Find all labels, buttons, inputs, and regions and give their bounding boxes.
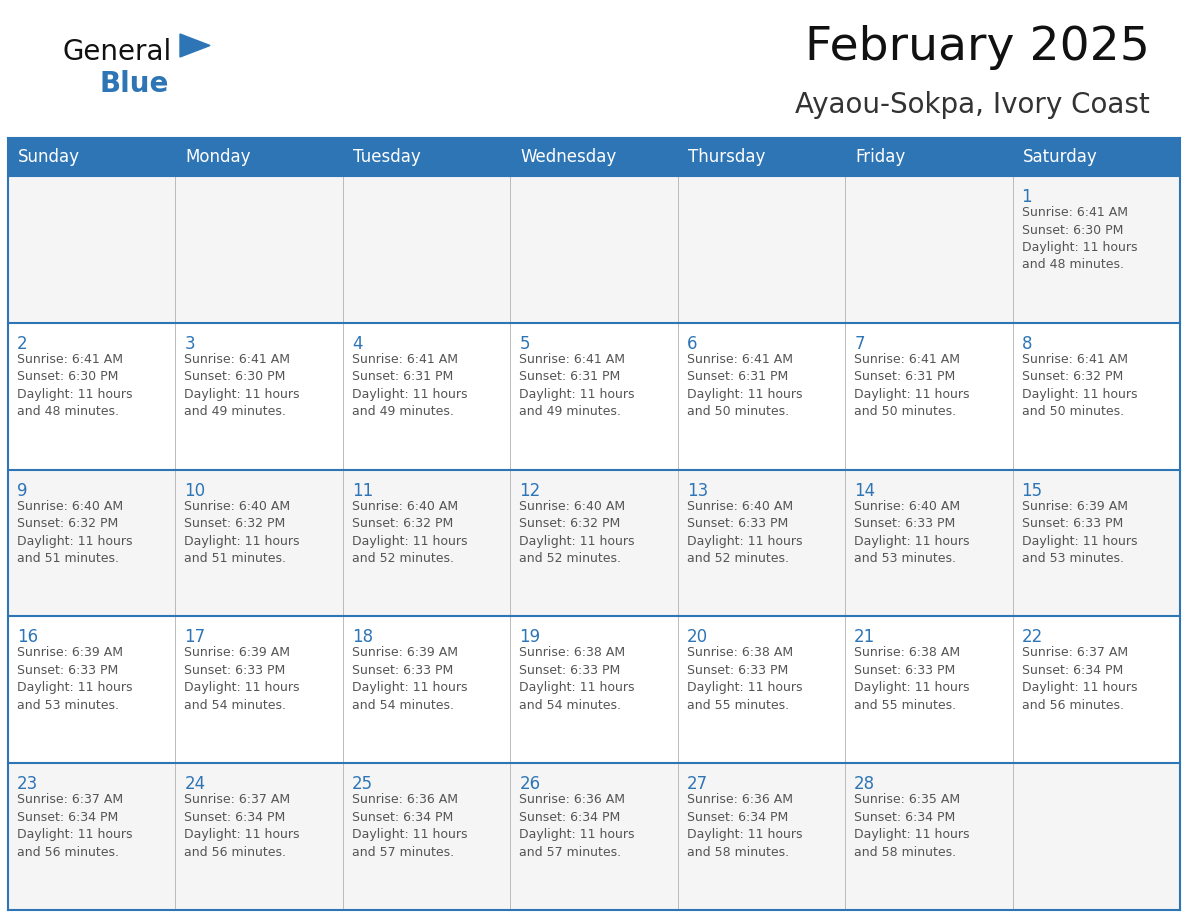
Text: 7: 7 (854, 335, 865, 353)
Text: Sunrise: 6:41 AM
Sunset: 6:31 PM
Daylight: 11 hours
and 49 minutes.: Sunrise: 6:41 AM Sunset: 6:31 PM Dayligh… (352, 353, 467, 419)
Bar (8, 176, 1180, 323)
Text: 28: 28 (854, 775, 876, 793)
Text: Sunrise: 6:38 AM
Sunset: 6:33 PM
Daylight: 11 hours
and 55 minutes.: Sunrise: 6:38 AM Sunset: 6:33 PM Dayligh… (687, 646, 802, 711)
Text: Sunrise: 6:36 AM
Sunset: 6:34 PM
Daylight: 11 hours
and 57 minutes.: Sunrise: 6:36 AM Sunset: 6:34 PM Dayligh… (352, 793, 467, 858)
Text: 19: 19 (519, 629, 541, 646)
Text: 25: 25 (352, 775, 373, 793)
Text: 6: 6 (687, 335, 697, 353)
Text: 21: 21 (854, 629, 876, 646)
Text: 10: 10 (184, 482, 206, 499)
Text: 3: 3 (184, 335, 195, 353)
Text: Sunrise: 6:37 AM
Sunset: 6:34 PM
Daylight: 11 hours
and 56 minutes.: Sunrise: 6:37 AM Sunset: 6:34 PM Dayligh… (184, 793, 299, 858)
Text: 20: 20 (687, 629, 708, 646)
Text: 16: 16 (17, 629, 38, 646)
Text: Sunrise: 6:41 AM
Sunset: 6:31 PM
Daylight: 11 hours
and 50 minutes.: Sunrise: 6:41 AM Sunset: 6:31 PM Dayligh… (854, 353, 969, 419)
Text: Monday: Monday (185, 148, 251, 166)
Text: Sunrise: 6:40 AM
Sunset: 6:32 PM
Daylight: 11 hours
and 51 minutes.: Sunrise: 6:40 AM Sunset: 6:32 PM Dayligh… (17, 499, 133, 565)
Text: 26: 26 (519, 775, 541, 793)
Text: 8: 8 (1022, 335, 1032, 353)
Text: Sunrise: 6:39 AM
Sunset: 6:33 PM
Daylight: 11 hours
and 53 minutes.: Sunrise: 6:39 AM Sunset: 6:33 PM Dayligh… (17, 646, 133, 711)
Text: 12: 12 (519, 482, 541, 499)
Text: 14: 14 (854, 482, 876, 499)
Text: 23: 23 (17, 775, 38, 793)
Text: 9: 9 (17, 482, 27, 499)
Text: Sunrise: 6:37 AM
Sunset: 6:34 PM
Daylight: 11 hours
and 56 minutes.: Sunrise: 6:37 AM Sunset: 6:34 PM Dayligh… (1022, 646, 1137, 711)
Text: 18: 18 (352, 629, 373, 646)
Text: Sunrise: 6:39 AM
Sunset: 6:33 PM
Daylight: 11 hours
and 53 minutes.: Sunrise: 6:39 AM Sunset: 6:33 PM Dayligh… (1022, 499, 1137, 565)
Text: 4: 4 (352, 335, 362, 353)
Bar (8, 138, 1180, 176)
Text: Sunrise: 6:41 AM
Sunset: 6:31 PM
Daylight: 11 hours
and 50 minutes.: Sunrise: 6:41 AM Sunset: 6:31 PM Dayligh… (687, 353, 802, 419)
Text: Sunrise: 6:36 AM
Sunset: 6:34 PM
Daylight: 11 hours
and 57 minutes.: Sunrise: 6:36 AM Sunset: 6:34 PM Dayligh… (519, 793, 634, 858)
Bar (8, 470, 1180, 616)
Text: Sunrise: 6:39 AM
Sunset: 6:33 PM
Daylight: 11 hours
and 54 minutes.: Sunrise: 6:39 AM Sunset: 6:33 PM Dayligh… (184, 646, 299, 711)
Text: Sunrise: 6:35 AM
Sunset: 6:34 PM
Daylight: 11 hours
and 58 minutes.: Sunrise: 6:35 AM Sunset: 6:34 PM Dayligh… (854, 793, 969, 858)
Text: 27: 27 (687, 775, 708, 793)
Text: 1: 1 (1022, 188, 1032, 206)
Text: Blue: Blue (100, 70, 170, 98)
Text: 5: 5 (519, 335, 530, 353)
Text: Sunrise: 6:41 AM
Sunset: 6:30 PM
Daylight: 11 hours
and 48 minutes.: Sunrise: 6:41 AM Sunset: 6:30 PM Dayligh… (17, 353, 133, 419)
Text: Sunrise: 6:41 AM
Sunset: 6:32 PM
Daylight: 11 hours
and 50 minutes.: Sunrise: 6:41 AM Sunset: 6:32 PM Dayligh… (1022, 353, 1137, 419)
Text: Sunrise: 6:41 AM
Sunset: 6:30 PM
Daylight: 11 hours
and 48 minutes.: Sunrise: 6:41 AM Sunset: 6:30 PM Dayligh… (1022, 206, 1137, 272)
Text: Sunrise: 6:40 AM
Sunset: 6:33 PM
Daylight: 11 hours
and 52 minutes.: Sunrise: 6:40 AM Sunset: 6:33 PM Dayligh… (687, 499, 802, 565)
Text: Sunrise: 6:36 AM
Sunset: 6:34 PM
Daylight: 11 hours
and 58 minutes.: Sunrise: 6:36 AM Sunset: 6:34 PM Dayligh… (687, 793, 802, 858)
Text: Wednesday: Wednesday (520, 148, 617, 166)
Text: 13: 13 (687, 482, 708, 499)
Text: 24: 24 (184, 775, 206, 793)
Text: Sunrise: 6:37 AM
Sunset: 6:34 PM
Daylight: 11 hours
and 56 minutes.: Sunrise: 6:37 AM Sunset: 6:34 PM Dayligh… (17, 793, 133, 858)
Text: 2: 2 (17, 335, 27, 353)
Text: Tuesday: Tuesday (353, 148, 421, 166)
Text: Sunrise: 6:40 AM
Sunset: 6:32 PM
Daylight: 11 hours
and 52 minutes.: Sunrise: 6:40 AM Sunset: 6:32 PM Dayligh… (519, 499, 634, 565)
Bar (8, 616, 1180, 763)
Text: Friday: Friday (855, 148, 905, 166)
Polygon shape (181, 34, 210, 57)
Text: Sunrise: 6:40 AM
Sunset: 6:32 PM
Daylight: 11 hours
and 52 minutes.: Sunrise: 6:40 AM Sunset: 6:32 PM Dayligh… (352, 499, 467, 565)
Text: 22: 22 (1022, 629, 1043, 646)
Text: Sunday: Sunday (18, 148, 80, 166)
Text: Sunrise: 6:41 AM
Sunset: 6:31 PM
Daylight: 11 hours
and 49 minutes.: Sunrise: 6:41 AM Sunset: 6:31 PM Dayligh… (519, 353, 634, 419)
Text: Saturday: Saturday (1023, 148, 1098, 166)
Text: Sunrise: 6:39 AM
Sunset: 6:33 PM
Daylight: 11 hours
and 54 minutes.: Sunrise: 6:39 AM Sunset: 6:33 PM Dayligh… (352, 646, 467, 711)
Text: Sunrise: 6:38 AM
Sunset: 6:33 PM
Daylight: 11 hours
and 55 minutes.: Sunrise: 6:38 AM Sunset: 6:33 PM Dayligh… (854, 646, 969, 711)
Text: 15: 15 (1022, 482, 1043, 499)
Text: Sunrise: 6:38 AM
Sunset: 6:33 PM
Daylight: 11 hours
and 54 minutes.: Sunrise: 6:38 AM Sunset: 6:33 PM Dayligh… (519, 646, 634, 711)
Text: February 2025: February 2025 (805, 26, 1150, 71)
Text: Sunrise: 6:40 AM
Sunset: 6:33 PM
Daylight: 11 hours
and 53 minutes.: Sunrise: 6:40 AM Sunset: 6:33 PM Dayligh… (854, 499, 969, 565)
Text: 17: 17 (184, 629, 206, 646)
Bar (8, 323, 1180, 470)
Text: 11: 11 (352, 482, 373, 499)
Text: Sunrise: 6:40 AM
Sunset: 6:32 PM
Daylight: 11 hours
and 51 minutes.: Sunrise: 6:40 AM Sunset: 6:32 PM Dayligh… (184, 499, 299, 565)
Text: Ayaou-Sokpa, Ivory Coast: Ayaou-Sokpa, Ivory Coast (795, 91, 1150, 119)
Bar (8, 763, 1180, 910)
Text: Sunrise: 6:41 AM
Sunset: 6:30 PM
Daylight: 11 hours
and 49 minutes.: Sunrise: 6:41 AM Sunset: 6:30 PM Dayligh… (184, 353, 299, 419)
Text: Thursday: Thursday (688, 148, 765, 166)
Text: General: General (62, 38, 171, 66)
